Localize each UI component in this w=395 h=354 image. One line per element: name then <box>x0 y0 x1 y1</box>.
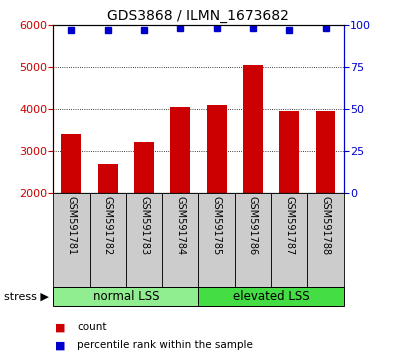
Bar <box>307 193 344 287</box>
Bar <box>134 143 154 193</box>
Bar <box>271 193 307 287</box>
Text: normal LSS: normal LSS <box>93 290 159 303</box>
Text: GSM591785: GSM591785 <box>212 196 222 255</box>
Bar <box>279 111 299 193</box>
Bar <box>98 164 118 193</box>
Text: elevated LSS: elevated LSS <box>233 290 309 303</box>
Text: GDS3868 / ILMN_1673682: GDS3868 / ILMN_1673682 <box>107 9 288 23</box>
Text: GSM591786: GSM591786 <box>248 196 258 255</box>
Text: stress ▶: stress ▶ <box>4 291 49 302</box>
Text: GSM591787: GSM591787 <box>284 196 294 255</box>
Bar <box>235 193 271 287</box>
Bar <box>53 193 90 287</box>
Bar <box>199 287 344 306</box>
Bar <box>316 111 335 193</box>
Bar <box>199 193 235 287</box>
Text: percentile rank within the sample: percentile rank within the sample <box>77 340 253 350</box>
Text: GSM591784: GSM591784 <box>175 196 185 255</box>
Bar <box>170 107 190 193</box>
Bar <box>243 65 263 193</box>
Bar <box>162 193 199 287</box>
Bar <box>53 287 199 306</box>
Text: GSM591781: GSM591781 <box>66 196 77 255</box>
Bar <box>126 193 162 287</box>
Bar <box>90 193 126 287</box>
Text: count: count <box>77 322 107 332</box>
Bar <box>207 105 227 193</box>
Text: GSM591788: GSM591788 <box>320 196 331 255</box>
Text: ■: ■ <box>55 322 66 332</box>
Text: ■: ■ <box>55 340 66 350</box>
Text: GSM591782: GSM591782 <box>103 196 113 255</box>
Text: GSM591783: GSM591783 <box>139 196 149 255</box>
Bar <box>62 134 81 193</box>
